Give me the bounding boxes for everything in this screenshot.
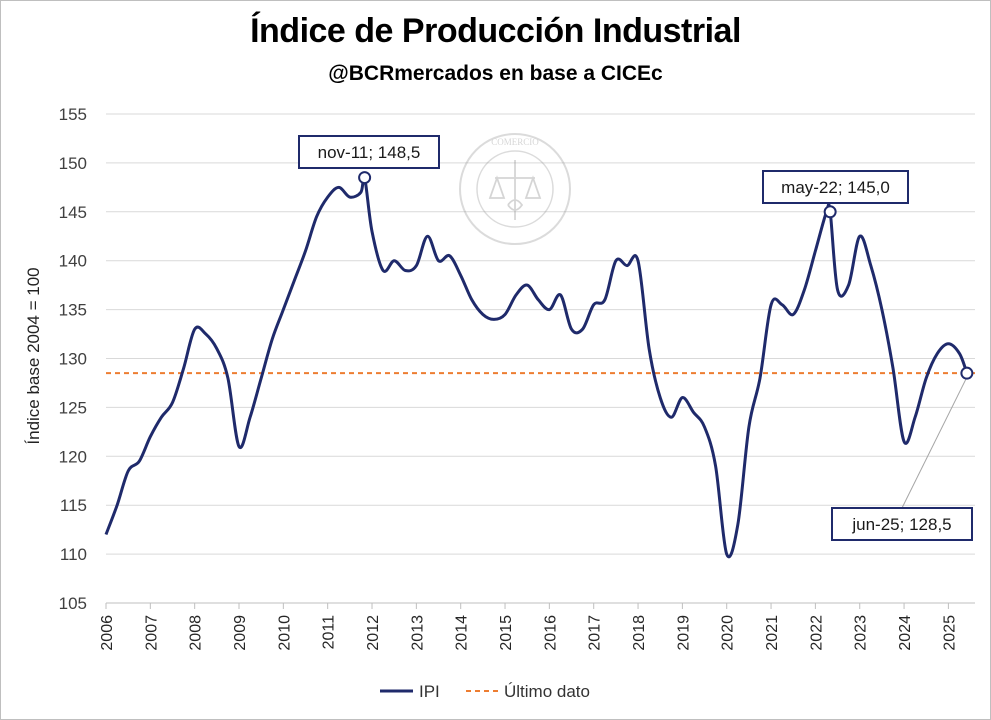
annotation-marker — [960, 366, 974, 380]
gridlines — [106, 113, 975, 604]
annotation-box — [762, 170, 909, 204]
x-axis: 2006 2007 2008 2009 2010 2011 2012 2013 2014 2015… — [99, 602, 975, 651]
x-tick-label: 2021 — [764, 615, 781, 651]
x-tick-label: 2008 — [188, 615, 205, 651]
y-tick-label: 120 — [59, 447, 87, 466]
chart-title: Índice de Producción Industrial — [250, 12, 741, 50]
legend-ipi-label: IPI — [419, 682, 440, 701]
legend-ultimo-label: Último dato — [504, 682, 590, 701]
y-tick-label: 110 — [60, 545, 87, 564]
annotation-label: jun-25; 128,5 — [851, 515, 951, 534]
watermark-seal-icon: COMERCIO — [459, 133, 571, 245]
annotation-marker — [358, 171, 372, 185]
y-axis: 105 110 115 120 125 130 135 140 145 150 155 — [59, 105, 87, 613]
annotation-leader-line — [901, 376, 968, 509]
x-tick-label: 2020 — [720, 615, 737, 651]
y-tick-label: 125 — [59, 398, 87, 417]
x-tick-label: 2011 — [321, 615, 338, 650]
annotation-box — [298, 135, 440, 169]
x-tick-label: 2018 — [631, 615, 648, 651]
y-tick-label: 145 — [59, 203, 87, 222]
svg-text:COMERCIO: COMERCIO — [491, 137, 539, 147]
y-tick-label: 140 — [59, 252, 87, 271]
x-tick-label: 2014 — [454, 615, 471, 651]
x-tick-label: 2015 — [498, 615, 515, 651]
x-tick-label: 2025 — [941, 615, 958, 651]
annotation-label: nov-11; 148,5 — [318, 143, 421, 162]
x-tick-label: 2010 — [276, 615, 293, 651]
x-tick-label: 2009 — [232, 615, 249, 651]
x-tick-label: 2007 — [143, 615, 160, 651]
annotation-box — [831, 507, 973, 541]
y-tick-label: 150 — [59, 154, 87, 173]
x-tick-label: 2016 — [542, 615, 559, 651]
y-tick-label: 105 — [59, 594, 87, 613]
y-tick-label: 130 — [59, 350, 87, 369]
series-ipi — [104, 174, 969, 559]
y-tick-label: 135 — [59, 301, 87, 320]
x-tick-label: 2022 — [808, 615, 825, 651]
ipi-line — [104, 174, 969, 559]
y-axis-label: Índice base 2004 = 100 — [24, 267, 43, 444]
annotations: nov-11; 148,5 may-22; 145,0 jun-25; 128,5 — [298, 135, 974, 541]
annotation-marker — [823, 205, 837, 219]
chart-subtitle: @BCRmercados en base a CICEc — [328, 62, 663, 85]
y-tick-label: 115 — [60, 496, 87, 515]
x-tick-label: 2006 — [99, 615, 116, 651]
x-tick-label: 2024 — [897, 615, 914, 651]
annotation-label: may-22; 145,0 — [781, 178, 890, 197]
x-tick-label: 2019 — [675, 615, 692, 651]
x-tick-label: 2012 — [365, 615, 382, 651]
x-tick-label: 2017 — [587, 615, 604, 651]
y-tick-label: 155 — [59, 105, 87, 124]
x-tick-label: 2023 — [853, 615, 870, 651]
x-tick-label: 2013 — [409, 615, 426, 651]
legend: IPI Último dato — [380, 682, 590, 701]
